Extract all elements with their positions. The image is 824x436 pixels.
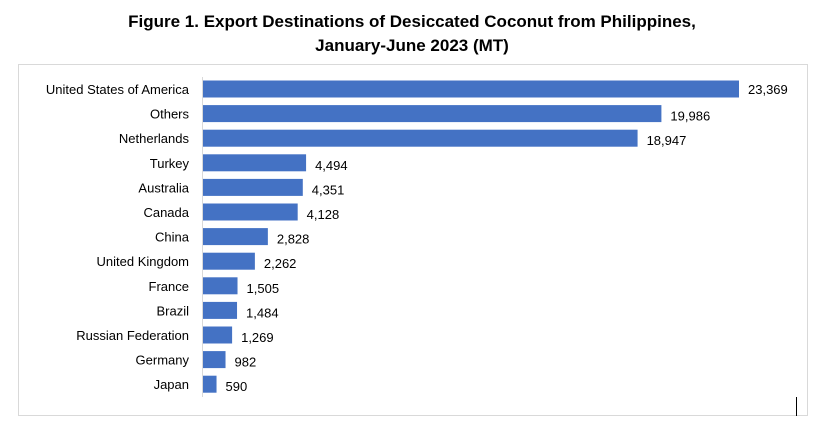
category-label: Australia — [138, 180, 189, 195]
bar — [203, 301, 238, 319]
bar — [203, 178, 303, 196]
data-label: 19,986 — [670, 109, 710, 124]
data-label: 2,262 — [264, 256, 297, 271]
bar — [203, 228, 268, 246]
category-label: Others — [150, 107, 190, 122]
data-label: 1,505 — [247, 281, 280, 296]
category-label: Brazil — [156, 303, 189, 318]
data-label: 1,484 — [246, 305, 279, 320]
border-mark — [796, 397, 797, 416]
bar — [203, 105, 662, 123]
data-label: 982 — [235, 355, 257, 370]
data-label: 4,351 — [312, 182, 345, 197]
bar — [203, 203, 298, 221]
bar — [203, 129, 638, 147]
bar — [203, 80, 739, 98]
category-label: Turkey — [150, 156, 190, 171]
category-label: Netherlands — [119, 131, 190, 146]
bar — [203, 351, 226, 369]
category-label: France — [149, 279, 189, 294]
bar — [203, 375, 217, 393]
bar — [203, 252, 255, 270]
category-label: Canada — [143, 205, 189, 220]
category-label: Japan — [154, 377, 189, 392]
category-label: China — [155, 230, 190, 245]
data-label: 590 — [226, 379, 248, 394]
category-label: United Kingdom — [97, 254, 190, 269]
data-label: 18,947 — [647, 133, 687, 148]
category-label: Germany — [136, 353, 190, 368]
bar — [203, 154, 307, 172]
category-label: Russian Federation — [76, 328, 189, 343]
bar — [203, 326, 233, 344]
data-label: 1,269 — [241, 330, 274, 345]
chart-frame — [18, 64, 808, 416]
category-label: United States of America — [46, 82, 190, 97]
chart-title: Figure 1. Export Destinations of Desicca… — [128, 12, 696, 31]
data-label: 2,828 — [277, 232, 310, 247]
data-label: 4,494 — [315, 158, 348, 173]
bar — [203, 277, 238, 295]
chart-subtitle: January-June 2023 (MT) — [315, 36, 509, 55]
data-label: 4,128 — [307, 207, 340, 222]
data-label: 23,369 — [748, 82, 788, 97]
